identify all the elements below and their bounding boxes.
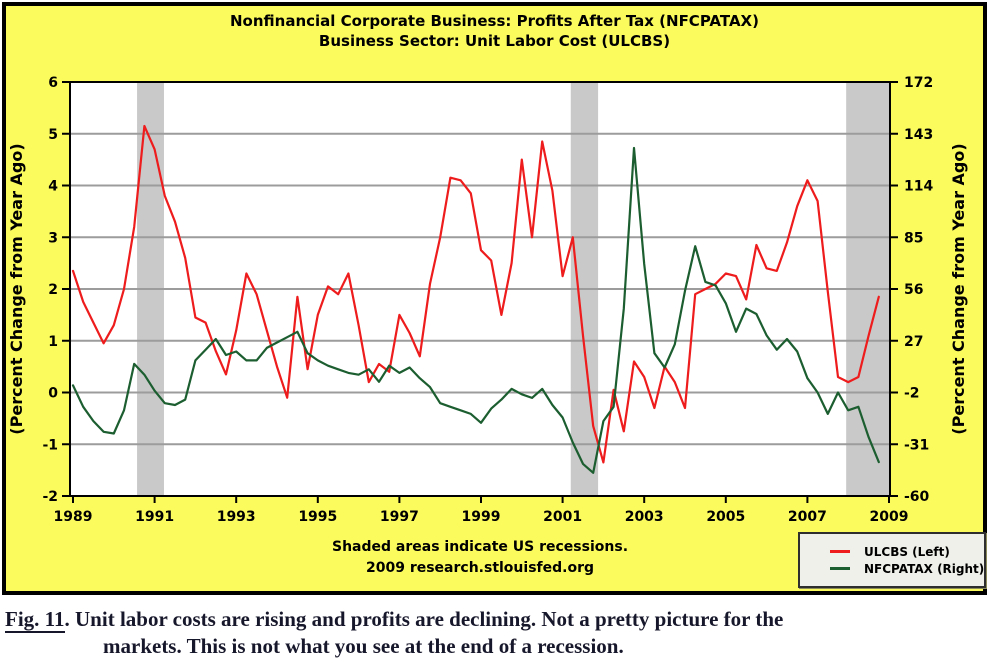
x-axis-tick-label: 1993 bbox=[217, 509, 256, 525]
x-axis-tick-label: 1989 bbox=[54, 509, 93, 525]
y-axis-left-title: (Percent Change from Year Ago) bbox=[7, 143, 26, 434]
x-axis-tick-label: 1999 bbox=[462, 509, 501, 525]
ulcbs-line bbox=[71, 124, 880, 464]
recession-note: Shaded areas indicate US recessions. bbox=[331, 539, 629, 555]
x-axis-tick-label: 1995 bbox=[298, 509, 337, 525]
y-axis-left-tick-label: 6 bbox=[48, 75, 58, 91]
chart-title: Nonfinancial Corporate Business: Profits… bbox=[6, 11, 983, 51]
nfcpatax-line bbox=[71, 146, 880, 474]
y-axis-right-tick-label: 56 bbox=[904, 282, 923, 298]
legend-label-nfcpatax: NFCPATAX (Right) bbox=[864, 561, 985, 576]
y-axis-right-tick-label: -31 bbox=[904, 437, 929, 453]
x-axis-tick-label: 2003 bbox=[625, 509, 664, 525]
y-axis-right-tick-label: 172 bbox=[904, 75, 933, 91]
legend-item-ulcbs: ULCBS (Left) bbox=[830, 545, 984, 559]
plot-area: 6 5 4 3 2 1 0 -1 -2 172 143 114 85 56 27 -2 -31 -60 1989 19… bbox=[7, 75, 968, 525]
y-axis-left-tick-label: 0 bbox=[48, 386, 58, 402]
x-axis-tick-label: 2005 bbox=[706, 509, 745, 525]
y-axis-left-tick-label: -2 bbox=[42, 489, 58, 505]
y-axis-left-tick-label: 1 bbox=[48, 334, 58, 350]
legend-item-nfcpatax: NFCPATAX (Right) bbox=[830, 562, 984, 576]
source-note: 2009 research.stlouisfed.org bbox=[365, 560, 594, 576]
caption-line1-text: . Unit labor costs are rising and profit… bbox=[64, 607, 784, 631]
y-axis-right-tick-label: -2 bbox=[904, 386, 920, 402]
x-axis-tick-label: 2009 bbox=[870, 509, 909, 525]
y-axis-right-tick-label: 143 bbox=[904, 127, 933, 143]
y-axis-left-tick-label: -1 bbox=[42, 437, 58, 453]
chart-inner: 6 5 4 3 2 1 0 -1 -2 172 143 114 85 56 27 -2 -31 -60 1989 19… bbox=[6, 6, 986, 591]
caption-line2: markets. This is not what you see at the… bbox=[103, 634, 624, 658]
nfcpatax-line-swatch bbox=[830, 567, 850, 570]
x-axis-tick-label: 1997 bbox=[380, 509, 419, 525]
y-axis-left-tick-label: 5 bbox=[48, 127, 58, 143]
figure-caption: Fig. 11. Unit labor costs are rising and… bbox=[5, 606, 990, 660]
y-axis-right-tick-label: 114 bbox=[904, 179, 933, 195]
y-axis-right-tick-label: -60 bbox=[904, 489, 930, 505]
chart-image: 6 5 4 3 2 1 0 -1 -2 172 143 114 85 56 27 -2 -31 -60 1989 19… bbox=[2, 2, 987, 595]
x-axis-tick-label: 2001 bbox=[543, 509, 582, 525]
figure-number: Fig. 11 bbox=[5, 607, 65, 633]
x-axis-tick-label: 2007 bbox=[788, 509, 827, 525]
x-axis-tick-label: 1991 bbox=[135, 509, 174, 525]
y-axis-left-tick-label: 4 bbox=[48, 179, 58, 195]
chart-title-line1: Nonfinancial Corporate Business: Profits… bbox=[230, 12, 759, 30]
ulcbs-line-swatch bbox=[830, 550, 850, 553]
caption-line1: Fig. 11. Unit labor costs are rising and… bbox=[5, 606, 990, 633]
y-axis-right-title: (Percent Change from Year Ago) bbox=[949, 143, 968, 434]
y-axis-right-tick-label: 85 bbox=[904, 230, 923, 246]
chart-title-line2: Business Sector: Unit Labor Cost (ULCBS) bbox=[318, 32, 671, 50]
y-axis-left-tick-label: 3 bbox=[48, 230, 58, 246]
chart-footer: Shaded areas indicate US recessions. 200… bbox=[70, 537, 890, 579]
y-axis-right-tick-label: 27 bbox=[904, 334, 923, 350]
legend-label-ulcbs: ULCBS (Left) bbox=[864, 544, 950, 559]
legend-box: ULCBS (Left) NFCPATAX (Right) bbox=[798, 532, 986, 588]
y-axis-left-tick-label: 2 bbox=[48, 282, 58, 298]
